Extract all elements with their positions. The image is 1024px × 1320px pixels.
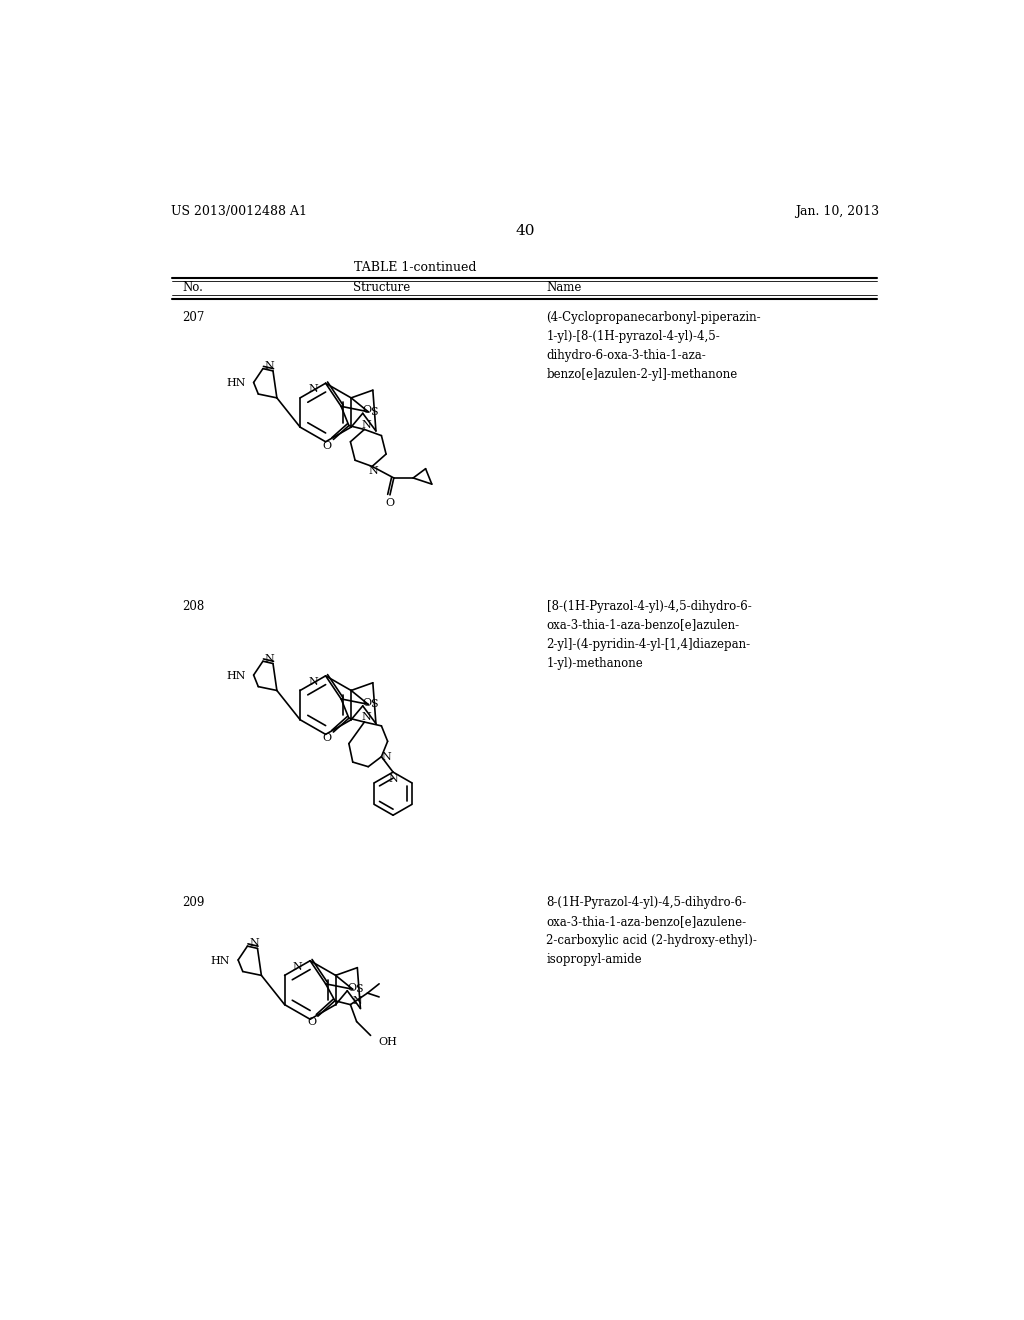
Text: TABLE 1-continued: TABLE 1-continued	[353, 261, 476, 273]
Text: 208: 208	[182, 599, 205, 612]
Text: N: N	[352, 995, 361, 1006]
Text: Name: Name	[547, 281, 582, 294]
Text: OH: OH	[378, 1036, 397, 1047]
Text: HN: HN	[211, 956, 230, 966]
Text: S: S	[371, 407, 378, 417]
Text: N: N	[369, 466, 379, 477]
Text: Structure: Structure	[352, 281, 410, 294]
Text: S: S	[355, 985, 362, 994]
Text: O: O	[323, 441, 332, 450]
Text: US 2013/0012488 A1: US 2013/0012488 A1	[171, 205, 306, 218]
Text: N: N	[293, 962, 302, 972]
Text: N: N	[361, 420, 371, 430]
Text: [8-(1H-Pyrazol-4-yl)-4,5-dihydro-6-
oxa-3-thia-1-aza-benzo[e]azulen-
2-yl]-(4-py: [8-(1H-Pyrazol-4-yl)-4,5-dihydro-6- oxa-…	[547, 599, 752, 669]
Text: S: S	[371, 700, 378, 709]
Text: O: O	[323, 733, 332, 743]
Text: O: O	[385, 498, 394, 508]
Text: N: N	[388, 774, 398, 784]
Text: O: O	[347, 982, 356, 993]
Text: (4-Cyclopropanecarbonyl-piperazin-
1-yl)-[8-(1H-pyrazol-4-yl)-4,5-
dihydro-6-oxa: (4-Cyclopropanecarbonyl-piperazin- 1-yl)…	[547, 312, 761, 381]
Text: O: O	[362, 698, 372, 708]
Text: 209: 209	[182, 896, 205, 909]
Text: HN: HN	[226, 379, 246, 388]
Text: N: N	[249, 939, 259, 948]
Text: 40: 40	[515, 224, 535, 238]
Text: HN: HN	[226, 671, 246, 681]
Text: N: N	[264, 653, 274, 664]
Text: Jan. 10, 2013: Jan. 10, 2013	[795, 205, 879, 218]
Text: N: N	[308, 384, 317, 395]
Text: N: N	[381, 752, 391, 763]
Text: N: N	[308, 677, 317, 686]
Text: O: O	[362, 405, 372, 416]
Text: N: N	[264, 360, 274, 371]
Text: O: O	[307, 1018, 316, 1027]
Text: 8-(1H-Pyrazol-4-yl)-4,5-dihydro-6-
oxa-3-thia-1-aza-benzo[e]azulene-
2-carboxyli: 8-(1H-Pyrazol-4-yl)-4,5-dihydro-6- oxa-3…	[547, 896, 758, 966]
Text: No.: No.	[182, 281, 203, 294]
Text: N: N	[361, 711, 371, 722]
Text: 207: 207	[182, 312, 205, 323]
